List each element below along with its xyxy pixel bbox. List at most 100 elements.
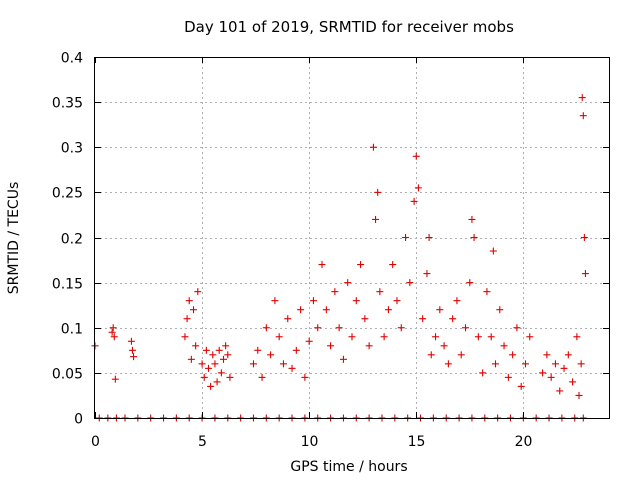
data-point — [292, 346, 300, 354]
data-point — [440, 342, 448, 350]
data-point — [457, 351, 465, 359]
data-point — [369, 143, 377, 151]
data-point — [393, 297, 401, 305]
data-point — [111, 375, 119, 383]
data-point — [215, 346, 223, 354]
data-point — [412, 152, 420, 160]
data-point — [181, 333, 189, 341]
data-point — [262, 324, 270, 332]
data-point — [380, 333, 388, 341]
data-point — [288, 364, 296, 372]
data-point — [547, 373, 555, 381]
data-point — [423, 270, 431, 278]
data-point — [491, 360, 499, 368]
data-point — [305, 337, 313, 345]
data-point — [258, 373, 266, 381]
data-point — [222, 342, 230, 350]
data-point — [436, 306, 444, 314]
data-point — [271, 297, 279, 305]
data-point — [198, 360, 206, 368]
data-point — [301, 373, 309, 381]
chart-title: Day 101 of 2019, SRMTID for receiver mob… — [184, 18, 514, 36]
axis-ticks: 0 0.05 0.1 0.15 0.2 0.25 0.3 0.35 0.4 0 5 10 15 20 — [52, 51, 609, 450]
data-point — [376, 288, 384, 296]
data-point — [254, 346, 262, 354]
data-point — [449, 315, 457, 323]
data-point — [539, 369, 547, 377]
data-point — [474, 333, 482, 341]
data-point — [322, 306, 330, 314]
data-point — [344, 279, 352, 287]
data-point — [190, 306, 198, 314]
data-point — [444, 360, 452, 368]
data-point — [556, 387, 564, 395]
data-point — [578, 94, 586, 102]
data-point — [365, 342, 373, 350]
data-point — [108, 328, 116, 336]
data-point — [504, 373, 512, 381]
data-point — [500, 342, 508, 350]
data-point — [402, 234, 410, 241]
data-point — [361, 315, 369, 323]
data-point — [110, 333, 118, 341]
y-tick-label: 0.4 — [61, 51, 83, 67]
x-tick-label: 20 — [515, 434, 533, 450]
data-point — [297, 306, 305, 314]
data-point — [194, 288, 202, 296]
data-point — [551, 360, 559, 368]
data-point — [226, 373, 234, 381]
data-point — [425, 234, 433, 241]
grid — [95, 57, 609, 418]
data-points — [91, 94, 589, 422]
data-point — [573, 333, 581, 341]
data-point — [479, 369, 487, 377]
data-point — [581, 270, 589, 278]
data-point — [410, 197, 418, 205]
data-point — [335, 324, 343, 332]
data-point — [309, 297, 317, 305]
data-point — [327, 342, 335, 350]
data-point — [318, 261, 326, 269]
data-point — [427, 351, 435, 359]
data-point — [487, 333, 495, 341]
data-point — [185, 297, 193, 305]
data-point — [513, 324, 521, 332]
data-point — [419, 315, 427, 323]
data-point — [575, 391, 583, 399]
y-tick-label: 0.35 — [52, 96, 83, 112]
data-point — [130, 353, 138, 361]
data-point — [127, 337, 135, 345]
data-point — [526, 333, 534, 341]
data-point — [267, 351, 275, 359]
x-tick-label: 5 — [198, 434, 207, 450]
data-point — [372, 215, 380, 223]
data-point — [483, 288, 491, 296]
data-point — [284, 315, 292, 323]
data-point — [389, 261, 397, 269]
data-point — [468, 215, 476, 223]
data-point — [470, 234, 478, 241]
data-point — [279, 360, 287, 368]
data-point — [183, 315, 191, 323]
data-point — [192, 342, 200, 350]
y-tick-label: 0.15 — [52, 277, 83, 293]
data-point — [128, 346, 136, 354]
data-point — [187, 355, 195, 363]
data-point — [224, 351, 232, 359]
data-point — [577, 360, 585, 368]
y-tick-label: 0 — [74, 412, 83, 428]
data-point — [109, 324, 117, 332]
data-point — [579, 112, 587, 120]
x-tick-label: 10 — [301, 434, 319, 450]
data-point — [275, 333, 283, 341]
y-tick-label: 0.1 — [61, 322, 83, 338]
y-axis-label: SRMTID / TECUs — [6, 182, 22, 295]
data-point — [397, 324, 405, 332]
data-point — [339, 355, 347, 363]
data-point — [569, 378, 577, 386]
data-point — [202, 346, 210, 354]
data-point — [348, 333, 356, 341]
data-point — [466, 279, 474, 287]
data-point — [521, 360, 529, 368]
data-point — [249, 360, 257, 368]
